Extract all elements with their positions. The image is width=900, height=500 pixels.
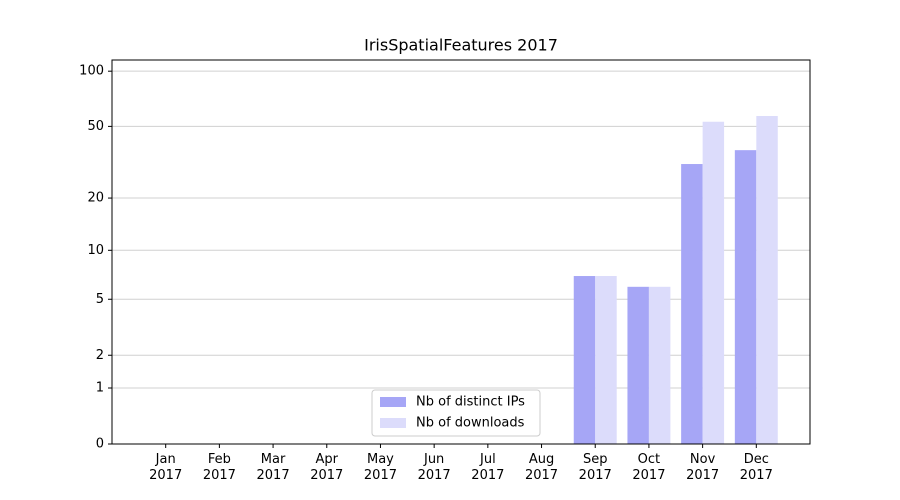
chart-title: IrisSpatialFeatures 2017 bbox=[364, 36, 558, 55]
bar bbox=[756, 115, 778, 444]
legend-swatch bbox=[380, 397, 406, 407]
legend-label: Nb of downloads bbox=[416, 416, 525, 431]
bar bbox=[595, 276, 617, 444]
legend-box bbox=[371, 389, 541, 437]
bar bbox=[734, 150, 757, 444]
x-tick-label: Mar 2017 bbox=[256, 452, 290, 483]
bar bbox=[702, 121, 725, 444]
y-tick-label: 2 bbox=[96, 348, 104, 363]
x-tick-label: Nov 2017 bbox=[686, 452, 720, 483]
x-tick-label: Jun 2017 bbox=[417, 452, 451, 483]
bar bbox=[681, 164, 703, 444]
legend: Nb of distinct IPs Nb of downloads bbox=[371, 389, 541, 437]
x-tick-label: Sep 2017 bbox=[578, 452, 612, 483]
y-tick-label: 5 bbox=[96, 292, 104, 307]
x-tick-label: Jul 2017 bbox=[471, 452, 505, 483]
x-tick-label: May 2017 bbox=[363, 452, 397, 483]
bar bbox=[627, 286, 649, 444]
x-tick-label: Dec 2017 bbox=[739, 452, 773, 483]
legend-swatch bbox=[380, 418, 406, 428]
x-tick-label: Oct 2017 bbox=[632, 452, 666, 483]
bar bbox=[573, 276, 596, 444]
x-tick-label: Jan 2017 bbox=[149, 452, 183, 483]
y-tick-label: 0 bbox=[96, 437, 104, 452]
y-tick-label: 50 bbox=[87, 119, 104, 134]
y-tick-label: 1 bbox=[96, 381, 104, 396]
y-tick-label: 20 bbox=[87, 191, 104, 206]
bar bbox=[648, 286, 671, 444]
x-tick-label: Apr 2017 bbox=[310, 452, 344, 483]
x-tick-label: Feb 2017 bbox=[202, 452, 236, 483]
plot-frame bbox=[111, 59, 811, 445]
x-tick-label: Aug 2017 bbox=[524, 452, 559, 483]
y-tick-label: 100 bbox=[79, 64, 104, 79]
legend-label: Nb of distinct IPs bbox=[416, 395, 525, 410]
y-tick-label: 10 bbox=[87, 243, 104, 258]
